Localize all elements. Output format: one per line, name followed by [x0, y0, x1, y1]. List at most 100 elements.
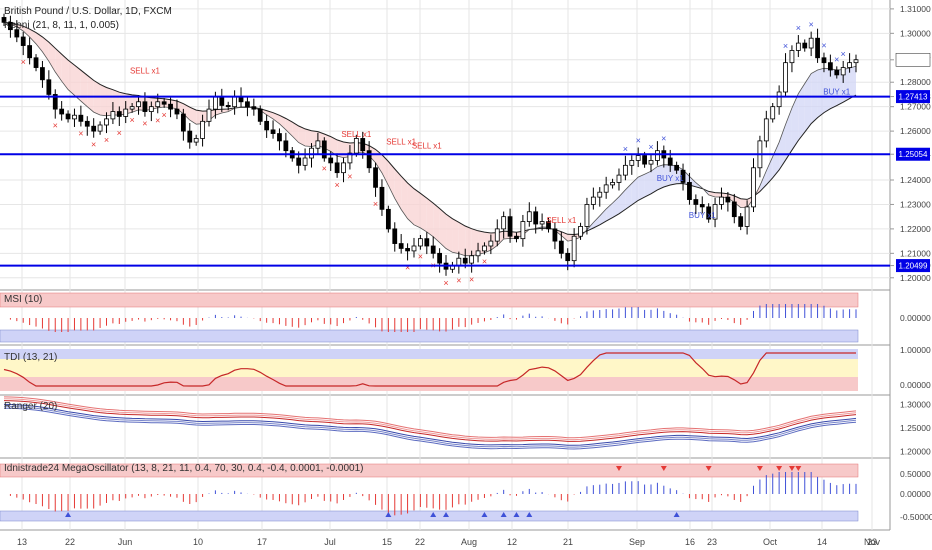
candle-body [379, 186, 385, 210]
msi-tick: 0.00000 [900, 313, 931, 323]
band-segment [727, 193, 735, 203]
sell-marker: × [322, 164, 327, 174]
band-segment [176, 100, 184, 114]
candle-body [110, 111, 116, 120]
candle-body [174, 108, 180, 115]
candle-body [706, 206, 712, 220]
candle-body [424, 238, 430, 247]
candle-body [142, 101, 148, 112]
candle-body [584, 204, 590, 227]
candle-body [206, 108, 212, 122]
msi-upper-band [0, 292, 859, 308]
band-segment [452, 218, 459, 254]
candle-body [648, 160, 654, 165]
candle-body [437, 252, 442, 264]
sell-signal-label: SELL x1 [546, 216, 576, 225]
candle-body [494, 228, 500, 242]
band-segment [80, 70, 88, 107]
candle-body [514, 235, 519, 240]
band-segment [663, 164, 671, 187]
buy-marker: × [796, 23, 801, 33]
buy-marker: × [834, 54, 839, 64]
band-segment [337, 139, 344, 158]
ranger-title: Ranger (20) [4, 401, 58, 412]
band-segment [734, 195, 741, 208]
candle-body [46, 79, 52, 95]
sell-marker: × [155, 115, 160, 125]
candle-body [328, 157, 334, 164]
band-segment [823, 68, 831, 113]
band-segment [55, 48, 62, 82]
date-tick: 15 [382, 537, 392, 547]
candle-body [232, 96, 238, 108]
candle-body [655, 150, 660, 161]
candle-body [789, 50, 795, 64]
buy-marker: × [636, 135, 641, 145]
ranger-line [3, 407, 857, 450]
band-segment [87, 75, 94, 113]
candle-body [763, 118, 769, 142]
band-segment [93, 80, 101, 115]
candle-body [168, 103, 173, 110]
main-indicator-label: Keeni (21, 8, 11, 1, 0.005) [4, 20, 119, 31]
mega-tick: -0.50000 [900, 512, 932, 522]
candle-body [411, 245, 417, 252]
candle-body [507, 216, 513, 237]
candle-body [616, 174, 622, 183]
band-segment [189, 107, 197, 125]
band-segment [407, 183, 414, 225]
band-segment [446, 214, 453, 253]
buy-marker: × [821, 41, 826, 51]
candle-body [65, 113, 71, 120]
candle-body [565, 252, 571, 262]
buy-marker: × [783, 41, 788, 51]
candle-body [33, 57, 39, 68]
mega-up-triangle [513, 512, 520, 517]
ranger-tick: 1.30000 [900, 400, 931, 410]
mega-lower-band [0, 510, 859, 522]
band-segment [100, 84, 107, 116]
candle-body [59, 108, 65, 115]
candle-body [219, 96, 225, 106]
candle-body [635, 155, 641, 161]
band-segment [413, 188, 421, 228]
mega-up-triangle [500, 512, 507, 517]
candle-body [674, 164, 680, 171]
band-segment [804, 73, 812, 133]
date-tick: Sep [629, 537, 645, 547]
buy-marker: × [841, 49, 846, 59]
candle-body [251, 106, 257, 110]
band-segment [388, 161, 395, 199]
candle-body [161, 101, 167, 105]
candle-body [20, 36, 26, 46]
band-segment [330, 136, 338, 157]
ranger-tick: 1.25000 [900, 423, 931, 433]
band-segment [196, 110, 203, 125]
mega-down-triangle [705, 466, 712, 471]
price-tick-label: 1.31000 [900, 4, 931, 14]
mega-down-triangle [776, 466, 783, 471]
candle-body [770, 106, 776, 120]
candle-body [725, 196, 731, 203]
candle-body [238, 96, 244, 103]
candle-body [667, 157, 673, 166]
mega-up-triangle [526, 512, 533, 517]
candle-body [693, 199, 699, 205]
band-segment [715, 192, 722, 198]
band-segment [433, 203, 440, 243]
candle-body [629, 160, 635, 166]
price-tick-label: 1.20000 [900, 273, 931, 283]
ranger-tick: 1.20000 [900, 447, 931, 457]
candle-body [283, 140, 289, 152]
date-tick: 14 [817, 537, 827, 547]
price-tick-label: 1.23000 [900, 199, 931, 209]
band-segment [458, 222, 466, 256]
mega-tick: 0.00000 [900, 489, 931, 499]
sell-marker: × [405, 262, 410, 272]
candle-body [418, 238, 423, 247]
date-tick: Aug [461, 537, 477, 547]
candle-body [456, 257, 462, 266]
band-segment [74, 65, 81, 102]
candle-body [40, 67, 45, 81]
